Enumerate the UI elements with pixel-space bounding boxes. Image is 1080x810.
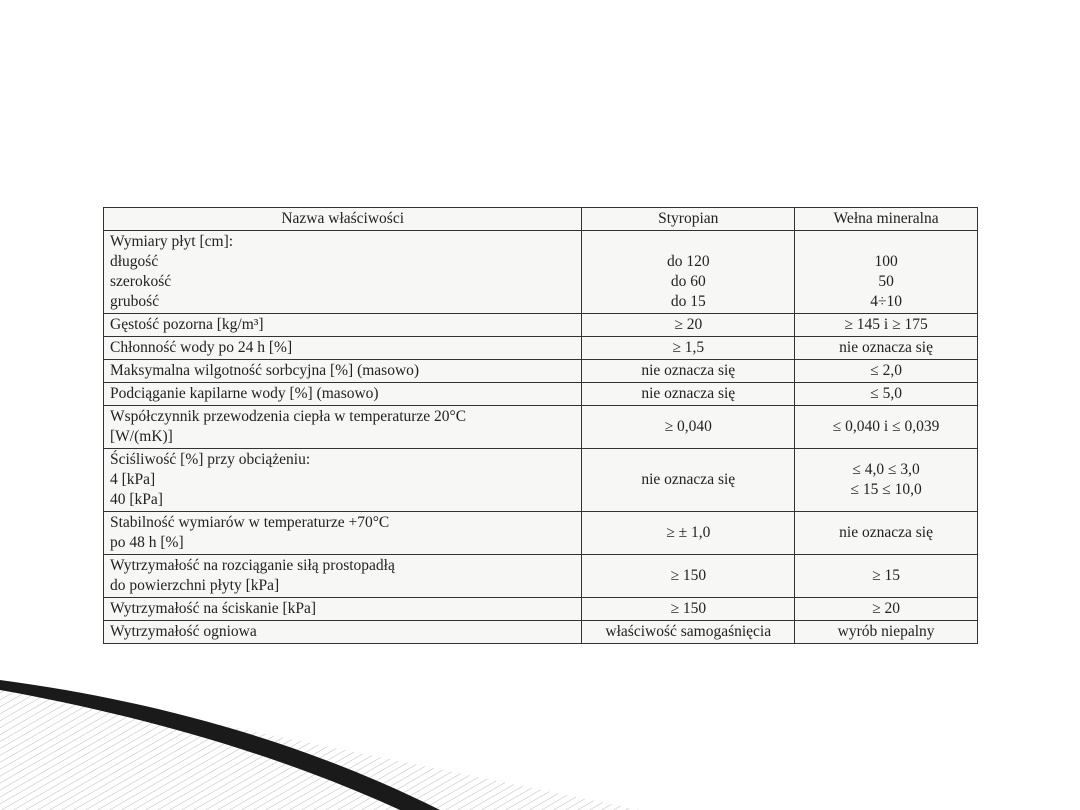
- cell-text: ≥ 145 i ≥ 175: [844, 316, 928, 333]
- cell-text: Chłonność wody po 24 h [%]: [110, 339, 293, 356]
- cell-text: nie oznacza się: [641, 471, 736, 488]
- cell-text: [W/(mK)]: [110, 428, 173, 445]
- cell-text: Ściśliwość [%] przy obciążeniu:: [110, 451, 311, 468]
- cell-text: Współczynnik przewodzenia ciepła w tempe…: [110, 408, 467, 425]
- cell-text: Wytrzymałość na ściskanie [kPa]: [110, 600, 317, 617]
- cell-text: ≥ 150: [670, 567, 707, 584]
- table-row: Maksymalna wilgotność sorbcyjna [%] (mas…: [102, 359, 978, 383]
- header-property: Nazwa właściwości: [102, 207, 583, 231]
- table-row: Chłonność wody po 24 h [%] ≥ 1,5 nie oznac…: [102, 336, 978, 360]
- welna-cell: wyrób niepalny: [794, 620, 978, 644]
- dim-name: szerokość: [110, 273, 172, 290]
- dimensions-label-cell: Wymiary płyt [cm]: długość szerokość gru…: [102, 230, 583, 314]
- table-row: Wytrzymałość ogniowa właściwość samogaśni…: [102, 620, 978, 644]
- styropian-cell: właściwość samogaśnięcia: [581, 620, 796, 644]
- welna-cell: nie oznacza się: [794, 511, 978, 555]
- dimensions-styropian-cell: do 120 do 60 do 15: [581, 230, 796, 314]
- dimensions-welna-cell: 100 50 4÷10: [794, 230, 978, 314]
- cell-text: właściwość samogaśnięcia: [605, 623, 772, 640]
- cell-text: nie oznacza się: [839, 339, 933, 356]
- welna-cell: ≥ 145 i ≥ 175: [794, 313, 978, 337]
- styropian-cell: ≥ 0,040: [581, 405, 796, 449]
- table-row: Stabilność wymiarów w temperaturze +70°C…: [102, 511, 978, 555]
- property-cell: Wytrzymałość ogniowa: [102, 620, 583, 644]
- property-cell: Maksymalna wilgotność sorbcyjna [%] (mas…: [102, 359, 583, 383]
- cell-text: ≥ ± 1,0: [666, 524, 711, 541]
- styropian-cell: ≥ 20: [581, 313, 796, 337]
- cell-text: Gęstość pozorna [kg/m³]: [110, 316, 264, 333]
- dim-value: 100: [874, 253, 898, 270]
- property-cell: Ściśliwość [%] przy obciążeniu: 4 [kPa] 40…: [102, 448, 583, 512]
- welna-cell: ≤ 4,0 ≤ 3,0 ≤ 15 ≤ 10,0: [794, 448, 978, 512]
- welna-cell: ≥ 15: [794, 554, 978, 598]
- cell-text: 40 [kPa]: [110, 491, 163, 508]
- property-cell: Gęstość pozorna [kg/m³]: [102, 313, 583, 337]
- dim-value: 50: [878, 273, 894, 290]
- property-cell: Wytrzymałość na rozciąganie siłą prostop…: [102, 554, 583, 598]
- cell-text: ≥ 1,5: [672, 339, 705, 356]
- property-cell: Wytrzymałość na ściskanie [kPa]: [102, 597, 583, 621]
- table-row: Współczynnik przewodzenia ciepła w tempe…: [102, 405, 978, 449]
- table-row: Gęstość pozorna [kg/m³] ≥ 20 ≥ 145 i ≥ 175: [102, 313, 978, 337]
- cell-text: 4 [kPa]: [110, 471, 156, 488]
- cell-text: po 48 h [%]: [110, 534, 184, 551]
- table-row-dimensions: Wymiary płyt [cm]: długość szerokość gru…: [102, 230, 978, 314]
- dim-name: długość: [110, 253, 159, 270]
- property-cell: Podciąganie kapilarne wody [%] (masowo): [102, 382, 583, 406]
- dim-value: do 60: [670, 273, 706, 290]
- welna-cell: ≥ 20: [794, 597, 978, 621]
- cell-text: nie oznacza się: [641, 362, 736, 379]
- cell-text: ≥ 150: [670, 600, 707, 617]
- styropian-cell: ≥ 150: [581, 597, 796, 621]
- welna-cell: ≤ 5,0: [794, 382, 978, 406]
- cell-text: ≤ 0,040 i ≤ 0,039: [832, 418, 940, 435]
- header-styropian: Styropian: [581, 207, 796, 231]
- cell-text: wyrób niepalny: [837, 623, 935, 640]
- cell-text: ≥ 15: [872, 567, 901, 584]
- cell-text: ≤ 4,0 ≤ 3,0: [852, 461, 920, 478]
- cell-text: ≤ 5,0: [870, 385, 902, 402]
- table-row: Wytrzymałość na ściskanie [kPa] ≥ 150 ≥ 20: [102, 597, 978, 621]
- table-row: Ściśliwość [%] przy obciążeniu: 4 [kPa] 40…: [102, 448, 978, 512]
- cell-text: nie oznacza się: [641, 385, 736, 402]
- styropian-cell: nie oznacza się: [581, 359, 796, 383]
- property-cell: Chłonność wody po 24 h [%]: [102, 336, 583, 360]
- properties-table: Nazwa właściwości Styropian Wełna minera…: [102, 207, 978, 644]
- cell-text: ≥ 20: [872, 600, 901, 617]
- dimensions-label: Wymiary płyt [cm]:: [110, 233, 234, 250]
- welna-cell: ≤ 0,040 i ≤ 0,039: [794, 405, 978, 449]
- cell-text: nie oznacza się: [839, 524, 933, 541]
- table-row: Podciąganie kapilarne wody [%] (masowo) n…: [102, 382, 978, 406]
- cell-text: Maksymalna wilgotność sorbcyjna [%] (mas…: [110, 362, 420, 379]
- cell-text: ≤ 15 ≤ 10,0: [850, 481, 922, 498]
- styropian-cell: nie oznacza się: [581, 448, 796, 512]
- dim-value: 4÷10: [870, 293, 902, 310]
- styropian-cell: nie oznacza się: [581, 382, 796, 406]
- cell-text: Wytrzymałość na rozciąganie siłą prostop…: [110, 557, 395, 574]
- property-cell: Współczynnik przewodzenia ciepła w tempe…: [102, 405, 583, 449]
- cell-text: do powierzchni płyty [kPa]: [110, 577, 280, 594]
- dim-value: do 15: [670, 293, 706, 310]
- header-welna: Wełna mineralna: [794, 207, 978, 231]
- cell-text: ≥ 0,040: [664, 418, 712, 435]
- property-cell: Stabilność wymiarów w temperaturze +70°C…: [102, 511, 583, 555]
- welna-cell: nie oznacza się: [794, 336, 978, 360]
- dark-swoosh: [0, 680, 440, 810]
- cell-text: Podciąganie kapilarne wody [%] (masowo): [110, 385, 379, 402]
- dim-name: grubość: [110, 293, 160, 310]
- cell-text: Wytrzymałość ogniowa: [110, 623, 257, 640]
- table-row: Wytrzymałość na rozciąganie siłą prostop…: [102, 554, 978, 598]
- styropian-cell: ≥ 1,5: [581, 336, 796, 360]
- cell-text: ≤ 2,0: [870, 362, 902, 379]
- cell-text: Stabilność wymiarów w temperaturze +70°C: [110, 514, 390, 531]
- styropian-cell: ≥ ± 1,0: [581, 511, 796, 555]
- dim-value: do 120: [666, 253, 710, 270]
- cell-text: ≥ 20: [674, 316, 703, 333]
- table-header-row: Nazwa właściwości Styropian Wełna minera…: [102, 207, 978, 231]
- welna-cell: ≤ 2,0: [794, 359, 978, 383]
- styropian-cell: ≥ 150: [581, 554, 796, 598]
